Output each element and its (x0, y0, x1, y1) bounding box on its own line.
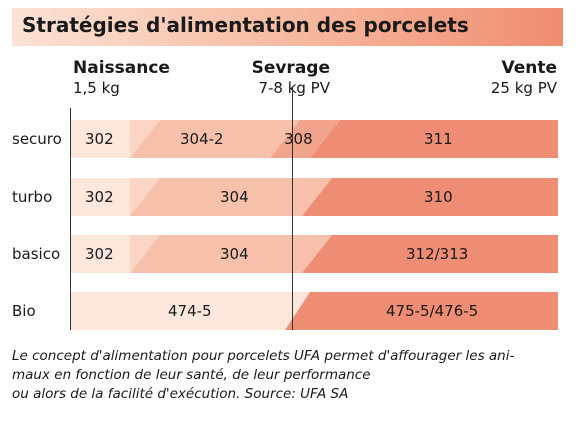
row-bar-turbo (70, 178, 558, 216)
caption-line-3: ou alors de la facilité d'exécution. Sou… (12, 385, 567, 404)
caption-line-1: Le concept d'alimentation pour porcelets… (12, 348, 515, 364)
segment-securo-308 (270, 120, 340, 158)
milestone-weaning-weight: 7-8 kg PV (258, 79, 330, 97)
segment-bio-475-5-476-5 (285, 292, 558, 330)
milestone-birth-name: Naissance (73, 58, 170, 78)
divider-weaning (292, 88, 293, 330)
label-turbo-304: 304 (220, 188, 249, 206)
row-bar-bio (70, 292, 558, 330)
label-securo-304-2: 304-2 (180, 130, 224, 148)
title-bar: Stratégies d'alimentation des porcelets (12, 8, 563, 46)
label-turbo-310: 310 (424, 188, 453, 206)
milestone-birth-weight: 1,5 kg (73, 79, 120, 97)
segment-bio-474-5 (70, 292, 310, 330)
segment-turbo-302 (70, 178, 130, 216)
row-label-turbo: turbo (12, 188, 53, 206)
segment-turbo-304 (130, 178, 332, 216)
segment-turbo-310 (302, 178, 558, 216)
caption-line-2: maux en fonction de leur santé, de leur … (12, 367, 371, 383)
label-turbo-302: 302 (85, 188, 114, 206)
milestone-sale-weight: 25 kg PV (490, 79, 557, 97)
label-securo-302: 302 (85, 130, 114, 148)
label-basico-302: 302 (85, 245, 114, 263)
label-securo-308: 308 (284, 130, 313, 148)
segment-securo-302 (70, 120, 130, 158)
milestone-sale-name: Vente (501, 58, 557, 78)
caption-source: Source: UFA SA (244, 386, 349, 402)
milestone-sale: Vente 25 kg PV (430, 58, 557, 98)
segment-securo-304-2 (130, 120, 300, 158)
row-bar-securo (70, 120, 558, 158)
caption: Le concept d'alimentation pour porcelets… (12, 347, 567, 404)
milestone-weaning: Sevrage 7-8 kg PV (200, 58, 330, 98)
milestone-weaning-name: Sevrage (251, 58, 330, 78)
segment-basico-302 (70, 235, 130, 273)
label-bio-474-5: 474-5 (168, 302, 212, 320)
label-securo-311: 311 (424, 130, 453, 148)
segment-securo-311 (310, 120, 558, 158)
label-bio-475-5-476-5: 475-5/476-5 (386, 302, 479, 320)
segment-basico-312-313 (302, 235, 558, 273)
milestone-birth: Naissance 1,5 kg (73, 58, 170, 98)
row-label-securo: securo (12, 130, 62, 148)
caption-line-3-text: ou alors de la facilité d'exécution. (12, 386, 241, 402)
page-title: Stratégies d'alimentation des porcelets (22, 13, 469, 37)
row-label-bio: Bio (12, 302, 36, 320)
label-basico-304: 304 (220, 245, 249, 263)
divider-birth (70, 108, 71, 330)
segment-securo-transition-1 (130, 120, 160, 158)
label-basico-312-313: 312/313 (406, 245, 469, 263)
row-label-basico: basico (12, 245, 61, 263)
segment-basico-304 (130, 235, 332, 273)
row-bar-basico (70, 235, 558, 273)
